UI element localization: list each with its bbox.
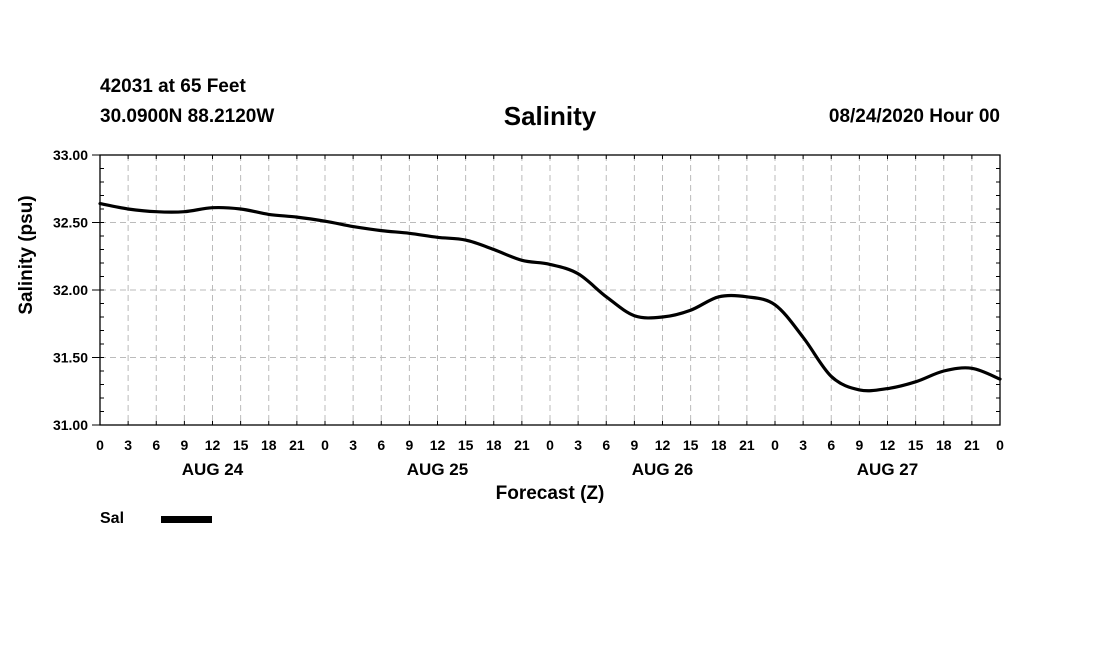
x-tick-label: 0 bbox=[771, 437, 779, 453]
x-axis-label: Forecast (Z) bbox=[495, 483, 605, 504]
x-tick-label: 21 bbox=[514, 437, 530, 453]
plot-frame bbox=[99, 154, 1001, 426]
datetime-label: 08/24/2020 Hour 00 bbox=[828, 106, 1000, 127]
x-tick-label: 12 bbox=[880, 437, 896, 453]
x-tick-label: 6 bbox=[602, 437, 610, 453]
day-label: AUG 25 bbox=[407, 460, 468, 479]
x-tick-label: 15 bbox=[908, 437, 924, 453]
x-tick-label: 21 bbox=[964, 437, 980, 453]
x-tick-label: 12 bbox=[205, 437, 221, 453]
station-label: 42031 at 65 Feet bbox=[100, 76, 246, 97]
y-tick-label: 32.50 bbox=[53, 215, 88, 231]
x-tick-label: 6 bbox=[827, 437, 835, 453]
x-tick-label: 6 bbox=[152, 437, 160, 453]
x-tick-label: 12 bbox=[655, 437, 671, 453]
day-label: AUG 24 bbox=[182, 460, 244, 479]
x-tick-label: 3 bbox=[574, 437, 582, 453]
chart-title: Salinity bbox=[503, 101, 597, 131]
x-tick-label: 15 bbox=[683, 437, 699, 453]
x-tick-label: 0 bbox=[96, 437, 104, 453]
y-tick-label: 31.00 bbox=[53, 417, 88, 433]
day-label: AUG 26 bbox=[632, 460, 693, 479]
y-tick-label: 33.00 bbox=[53, 147, 88, 163]
x-tick-label: 9 bbox=[180, 437, 188, 453]
x-tick-label: 3 bbox=[349, 437, 357, 453]
coordinates-label: 30.0900N 88.2120W bbox=[100, 106, 275, 127]
x-tick-label: 9 bbox=[855, 437, 863, 453]
x-tick-label: 15 bbox=[233, 437, 249, 453]
tick-layer bbox=[92, 154, 1001, 426]
x-tick-label: 18 bbox=[486, 437, 502, 453]
x-tick-label: 18 bbox=[936, 437, 952, 453]
y-tick-label: 31.50 bbox=[53, 350, 88, 366]
x-tick-label: 18 bbox=[711, 437, 727, 453]
x-tick-label: 0 bbox=[996, 437, 1004, 453]
day-label: AUG 27 bbox=[857, 460, 918, 479]
x-tick-label: 9 bbox=[630, 437, 638, 453]
label-layer: 0 3 6 9 12 15 18 21 0 3 6 9 12 15 18 21 0 3 6 9 12 15 18 21 0 3 6 9… bbox=[53, 147, 1004, 479]
x-tick-label: 21 bbox=[739, 437, 755, 453]
y-tick-label: 32.00 bbox=[53, 282, 88, 298]
x-tick-label: 12 bbox=[430, 437, 446, 453]
x-tick-label: 0 bbox=[546, 437, 554, 453]
x-tick-label: 9 bbox=[405, 437, 413, 453]
x-tick-label: 6 bbox=[377, 437, 385, 453]
legend-swatch bbox=[161, 516, 212, 523]
x-tick-label: 18 bbox=[261, 437, 277, 453]
x-tick-label: 0 bbox=[321, 437, 329, 453]
grid-layer bbox=[100, 155, 1000, 425]
x-tick-label: 15 bbox=[458, 437, 474, 453]
x-tick-label: 21 bbox=[289, 437, 305, 453]
x-tick-label: 3 bbox=[799, 437, 807, 453]
legend-label: Sal bbox=[100, 510, 125, 527]
series-line-sal bbox=[98, 202, 1002, 393]
x-tick-label: 3 bbox=[124, 437, 132, 453]
